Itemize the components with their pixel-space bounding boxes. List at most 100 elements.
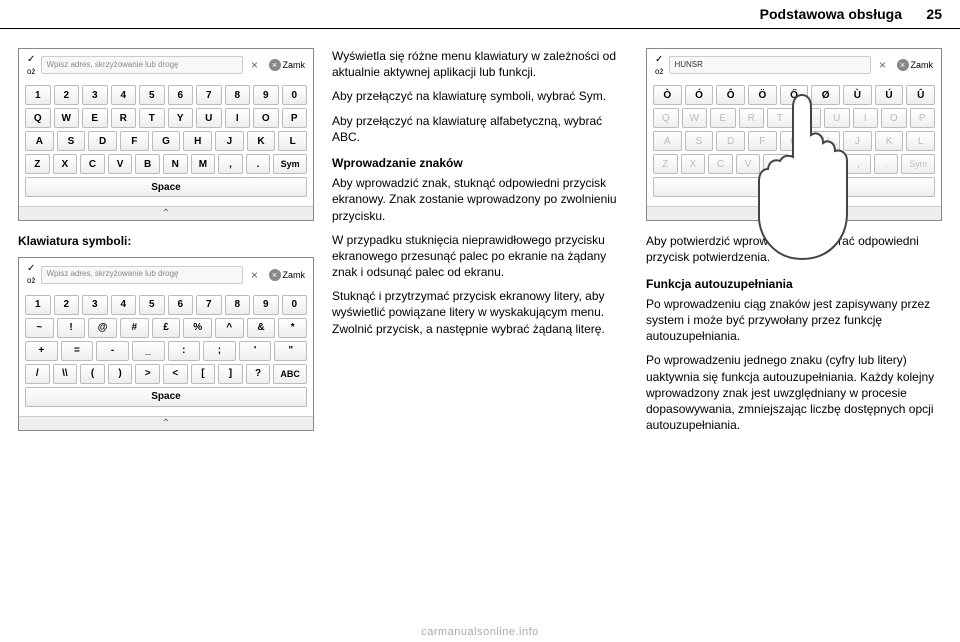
keyboard-key: 7: [196, 85, 222, 105]
keyboard-key: Sym: [273, 154, 307, 174]
clear-icon: ×: [875, 57, 891, 73]
close-icon: ×: [897, 59, 909, 71]
keyboard-key: [: [191, 364, 216, 384]
clear-icon: ×: [247, 57, 263, 73]
keyboard-expand-bar: ⌃: [19, 416, 313, 430]
keyboard-key: ): [108, 364, 133, 384]
address-input: Wpisz adres, skrzyżowanie lub drogę: [41, 266, 242, 284]
keyboard-expand-bar: ⌃: [647, 206, 941, 220]
keyboard-key: 0: [282, 295, 308, 315]
keyboard-key: A: [653, 131, 682, 151]
subheading-entering-chars: Wprowadzanie znaków: [332, 155, 628, 171]
keyboard-key: U: [824, 108, 850, 128]
keyboard-key: G: [152, 131, 181, 151]
symbol-keyboard-caption: Klawiatura symboli:: [18, 233, 314, 249]
keyboard-key: &: [247, 318, 276, 338]
keyboard-key: V: [736, 154, 761, 174]
keyboard-row-3: ASDFGHJKL: [653, 131, 935, 151]
keyboard-key: 4: [111, 295, 137, 315]
para: Wyświetla się różne menu klawiatury w za…: [332, 48, 628, 80]
header-page-number: 25: [914, 6, 942, 22]
para: Po wprowadzeniu ciąg znaków jest zapisyw…: [646, 296, 942, 345]
keyboard-key: 6: [168, 295, 194, 315]
keyboard-key: M: [191, 154, 216, 174]
keyboard-key: 5: [139, 85, 165, 105]
keyboard-key: @: [88, 318, 117, 338]
keyboard-key: Ö: [748, 85, 777, 105]
keyboard-key: U: [196, 108, 222, 128]
keyboard-key: R: [111, 108, 137, 128]
keyboard-key: K: [875, 131, 904, 151]
keyboard-key: ]: [218, 364, 243, 384]
ok-label: oż: [655, 67, 663, 78]
keyboard-key: V: [108, 154, 133, 174]
keyboard-key: 3: [82, 85, 108, 105]
keyboard-key: 6: [168, 85, 194, 105]
keyboard-key: 3: [82, 295, 108, 315]
keyboard-key: T: [139, 108, 165, 128]
keyboard-key: X: [681, 154, 706, 174]
keyboard-row-space: Space: [653, 177, 935, 197]
keyboard-key: 2: [54, 295, 80, 315]
keyboard-key: Ő: [780, 85, 809, 105]
keyboard-key: B: [763, 154, 788, 174]
keyboard-key: 4: [111, 85, 137, 105]
keyboard-key: Y: [796, 108, 822, 128]
address-input: HUNSR: [669, 56, 870, 74]
para: Po wprowadzeniu jednego znaku (cyfry lub…: [646, 352, 942, 433]
input-placeholder: Wpisz adres, skrzyżowanie lub drogę: [46, 60, 178, 71]
keyboard-key: Q: [653, 108, 679, 128]
keyboard-row-1: 1234567890: [25, 295, 307, 315]
keyboard-key: E: [82, 108, 108, 128]
keyboard-key: 8: [225, 85, 251, 105]
keyboard-key: ABC: [273, 364, 307, 384]
keyboard-key: I: [853, 108, 879, 128]
keyboard-key: :: [168, 341, 201, 361]
para: Aby przełączyć na klawiaturę symboli, wy…: [332, 88, 628, 104]
keyboard-key: Ô: [716, 85, 745, 105]
keyboard-key: R: [739, 108, 765, 128]
close-button: × Zamk: [267, 269, 308, 281]
keyboard-key: I: [225, 108, 251, 128]
footer-watermark: carmanualsonline.info: [0, 626, 960, 638]
page-header: Podstawowa obsługa 25: [0, 0, 960, 28]
keyboard-key: 1: [25, 295, 51, 315]
keyboard-key: _: [132, 341, 165, 361]
keyboard-key: K: [247, 131, 276, 151]
keyboard-key: !: [57, 318, 86, 338]
keyboard-key: N: [791, 154, 816, 174]
keyboard-key: N: [163, 154, 188, 174]
keyboard-key: E: [710, 108, 736, 128]
keyboard-key: F: [120, 131, 149, 151]
keyboard-rows: 1234567890 QWERTYUIOP ASDFGHJKL ZXCVBNM,…: [19, 81, 313, 206]
keyboard-key: +: [25, 341, 58, 361]
column-1: ✓ oż Wpisz adres, skrzyżowanie lub drogę…: [18, 48, 314, 600]
keyboard-key: W: [682, 108, 708, 128]
keyboard-key: P: [282, 108, 308, 128]
subheading-autocomplete: Funkcja autouzupełniania: [646, 276, 942, 292]
close-icon: ×: [269, 59, 281, 71]
keyboard-key: ;: [203, 341, 236, 361]
keyboard-key: Ø: [811, 85, 840, 105]
keyboard-figure-alpha: ✓ oż Wpisz adres, skrzyżowanie lub drogę…: [18, 48, 314, 221]
keyboard-key: £: [152, 318, 181, 338]
keyboard-figure-accent: ✓ oż HUNSR × × Zamk ÒÓÔÖŐØÙÚÛ QWERTYUIOP…: [646, 48, 942, 221]
close-button: × Zamk: [895, 59, 936, 71]
para: W przypadku stuknięcia nieprawidłowego p…: [332, 232, 628, 281]
keyboard-key: 9: [253, 295, 279, 315]
close-icon: ×: [269, 269, 281, 281]
keyboard-key: G: [780, 131, 809, 151]
keyboard-key: J: [215, 131, 244, 151]
keyboard-key: =: [61, 341, 94, 361]
keyboard-top-bar: ✓ oż Wpisz adres, skrzyżowanie lub drogę…: [19, 49, 313, 81]
keyboard-key: D: [716, 131, 745, 151]
keyboard-key: .: [246, 154, 271, 174]
keyboard-row-3: +=-_:;'": [25, 341, 307, 361]
header-title: Podstawowa obsługa: [18, 6, 914, 22]
keyboard-key: Z: [25, 154, 50, 174]
keyboard-row-2: ~!@#£%^&*: [25, 318, 307, 338]
keyboard-key: M: [819, 154, 844, 174]
close-label: Zamk: [283, 59, 306, 71]
keyboard-key: B: [135, 154, 160, 174]
keyboard-top-bar: ✓ oż Wpisz adres, skrzyżowanie lub drogę…: [19, 258, 313, 290]
